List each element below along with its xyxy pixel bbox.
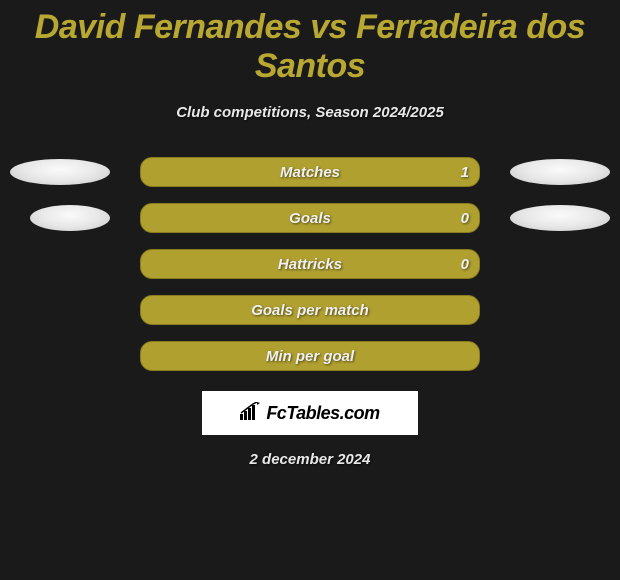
stat-bar: Goals 0 <box>140 203 480 233</box>
brand-box: FcTables.com <box>202 391 418 435</box>
stat-bar: Hattricks 0 <box>140 249 480 279</box>
brand-text: FcTables.com <box>266 403 379 424</box>
stat-row: Goals per match <box>0 287 620 333</box>
stat-value: 0 <box>461 210 469 227</box>
stat-row: Goals 0 <box>0 195 620 241</box>
stats-rows: Matches 1 Goals 0 Hattricks 0 Goals per match M… <box>0 149 620 379</box>
stat-label: Min per goal <box>266 348 354 365</box>
right-ellipse-icon <box>510 205 610 231</box>
page-title: David Fernandes vs Ferradeira dos Santos <box>0 0 620 86</box>
stat-value: 0 <box>461 256 469 273</box>
right-ellipse-icon <box>510 159 610 185</box>
brand-chart-icon <box>240 402 262 425</box>
left-ellipse-icon <box>10 159 110 185</box>
date-label: 2 december 2024 <box>0 451 620 468</box>
stat-bar: Matches 1 <box>140 157 480 187</box>
brand[interactable]: FcTables.com <box>240 402 379 425</box>
stat-row: Min per goal <box>0 333 620 379</box>
stat-label: Matches <box>280 164 340 181</box>
stat-label: Goals per match <box>251 302 369 319</box>
stat-label: Hattricks <box>278 256 342 273</box>
stat-row: Hattricks 0 <box>0 241 620 287</box>
left-ellipse-icon <box>30 205 110 231</box>
stat-value: 1 <box>461 164 469 181</box>
stat-label: Goals <box>289 210 331 227</box>
stat-bar: Min per goal <box>140 341 480 371</box>
subtitle: Club competitions, Season 2024/2025 <box>0 104 620 121</box>
stat-row: Matches 1 <box>0 149 620 195</box>
stat-bar: Goals per match <box>140 295 480 325</box>
